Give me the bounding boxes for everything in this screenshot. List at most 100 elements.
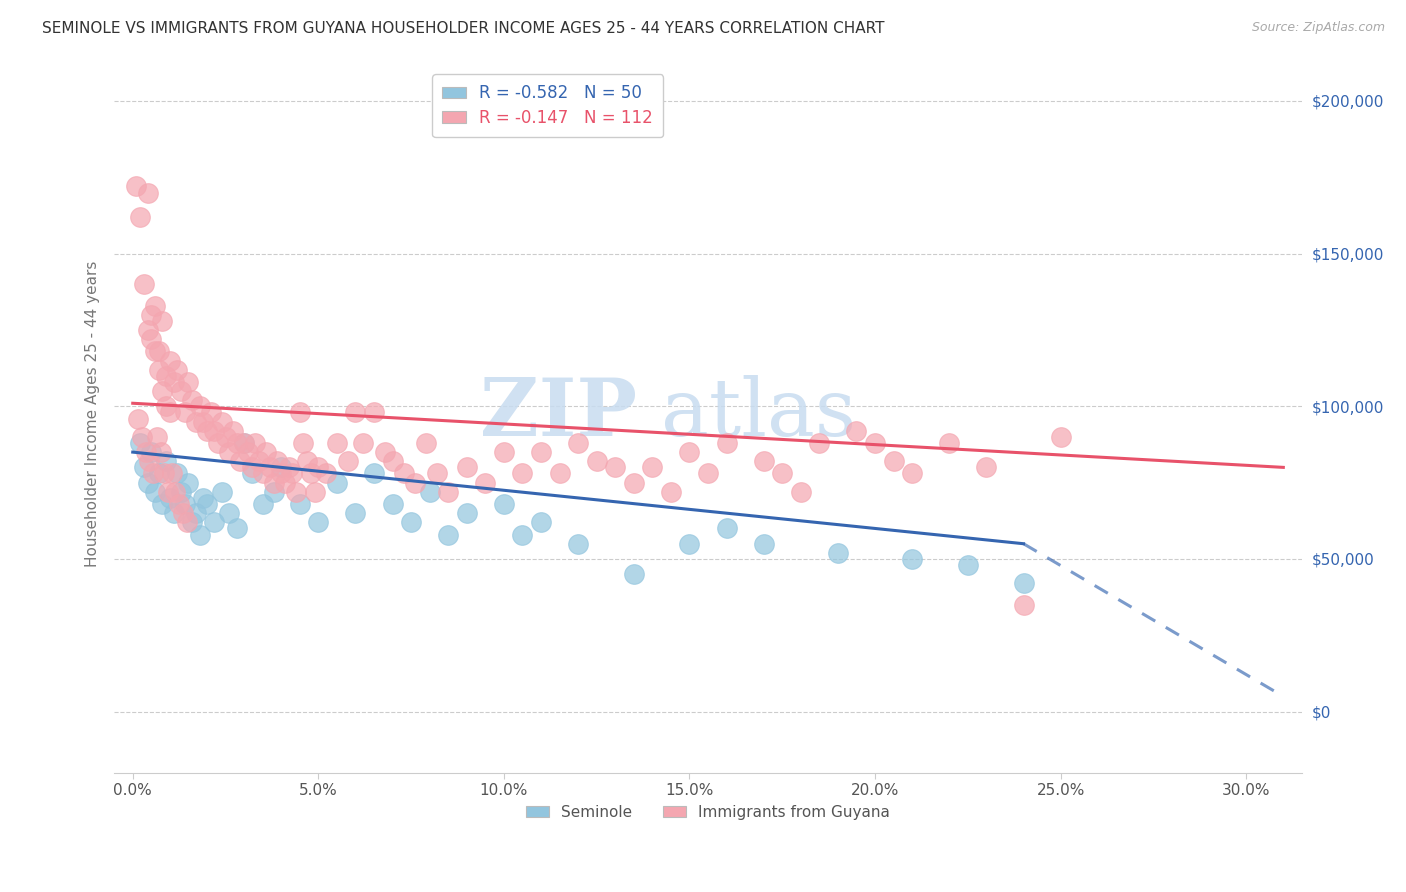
Point bbox=[790, 484, 813, 499]
Point bbox=[326, 475, 349, 490]
Point bbox=[173, 497, 195, 511]
Point bbox=[132, 277, 155, 292]
Point bbox=[254, 445, 277, 459]
Point bbox=[883, 454, 905, 468]
Point bbox=[392, 467, 415, 481]
Point bbox=[266, 454, 288, 468]
Point bbox=[352, 436, 374, 450]
Point bbox=[159, 353, 181, 368]
Point bbox=[188, 399, 211, 413]
Point bbox=[173, 405, 195, 419]
Point bbox=[863, 436, 886, 450]
Point bbox=[530, 516, 553, 530]
Point bbox=[143, 484, 166, 499]
Point bbox=[202, 516, 225, 530]
Point bbox=[770, 467, 793, 481]
Point bbox=[184, 506, 207, 520]
Point bbox=[129, 436, 152, 450]
Point bbox=[976, 460, 998, 475]
Point bbox=[141, 332, 163, 346]
Point bbox=[136, 186, 159, 200]
Point bbox=[567, 537, 589, 551]
Point bbox=[166, 467, 188, 481]
Point bbox=[299, 467, 322, 481]
Point bbox=[127, 411, 149, 425]
Point bbox=[195, 497, 218, 511]
Point bbox=[211, 415, 233, 429]
Point bbox=[474, 475, 496, 490]
Point bbox=[381, 497, 404, 511]
Text: atlas: atlas bbox=[661, 375, 856, 453]
Point bbox=[548, 467, 571, 481]
Point bbox=[605, 460, 627, 475]
Point bbox=[277, 460, 299, 475]
Point bbox=[143, 299, 166, 313]
Point bbox=[135, 445, 157, 459]
Point bbox=[337, 454, 360, 468]
Legend: Seminole, Immigrants from Guyana: Seminole, Immigrants from Guyana bbox=[520, 799, 896, 826]
Point bbox=[292, 436, 315, 450]
Point bbox=[295, 454, 318, 468]
Point bbox=[437, 527, 460, 541]
Point bbox=[419, 484, 441, 499]
Point bbox=[225, 521, 247, 535]
Point bbox=[808, 436, 831, 450]
Point bbox=[307, 516, 329, 530]
Point bbox=[202, 424, 225, 438]
Point bbox=[218, 506, 240, 520]
Point bbox=[752, 537, 775, 551]
Point bbox=[716, 521, 738, 535]
Point bbox=[404, 475, 426, 490]
Point bbox=[155, 454, 177, 468]
Point bbox=[1012, 598, 1035, 612]
Point bbox=[222, 424, 245, 438]
Point bbox=[195, 424, 218, 438]
Point bbox=[160, 467, 183, 481]
Point bbox=[152, 314, 174, 328]
Point bbox=[281, 467, 304, 481]
Point bbox=[363, 405, 385, 419]
Point bbox=[623, 567, 645, 582]
Text: Source: ZipAtlas.com: Source: ZipAtlas.com bbox=[1251, 21, 1385, 35]
Point bbox=[259, 460, 281, 475]
Point bbox=[129, 210, 152, 224]
Point bbox=[263, 475, 285, 490]
Point bbox=[381, 454, 404, 468]
Point bbox=[146, 430, 169, 444]
Point bbox=[156, 484, 179, 499]
Point bbox=[211, 484, 233, 499]
Point bbox=[188, 527, 211, 541]
Point bbox=[274, 475, 297, 490]
Point bbox=[252, 467, 274, 481]
Point bbox=[193, 491, 215, 505]
Point bbox=[166, 362, 188, 376]
Point bbox=[152, 497, 174, 511]
Point bbox=[136, 475, 159, 490]
Point bbox=[132, 460, 155, 475]
Point bbox=[141, 308, 163, 322]
Point bbox=[623, 475, 645, 490]
Point bbox=[752, 454, 775, 468]
Point bbox=[181, 393, 204, 408]
Point bbox=[193, 415, 215, 429]
Point bbox=[492, 497, 515, 511]
Point bbox=[233, 436, 256, 450]
Point bbox=[344, 506, 367, 520]
Point bbox=[285, 484, 308, 499]
Point bbox=[165, 484, 187, 499]
Point bbox=[659, 484, 682, 499]
Point bbox=[437, 484, 460, 499]
Point bbox=[177, 375, 200, 389]
Point bbox=[162, 506, 184, 520]
Point bbox=[142, 467, 165, 481]
Point bbox=[172, 506, 194, 520]
Point bbox=[304, 484, 326, 499]
Point bbox=[530, 445, 553, 459]
Point bbox=[288, 405, 311, 419]
Point bbox=[1012, 576, 1035, 591]
Point bbox=[177, 475, 200, 490]
Point bbox=[456, 460, 478, 475]
Point bbox=[492, 445, 515, 459]
Point bbox=[901, 467, 924, 481]
Point bbox=[252, 497, 274, 511]
